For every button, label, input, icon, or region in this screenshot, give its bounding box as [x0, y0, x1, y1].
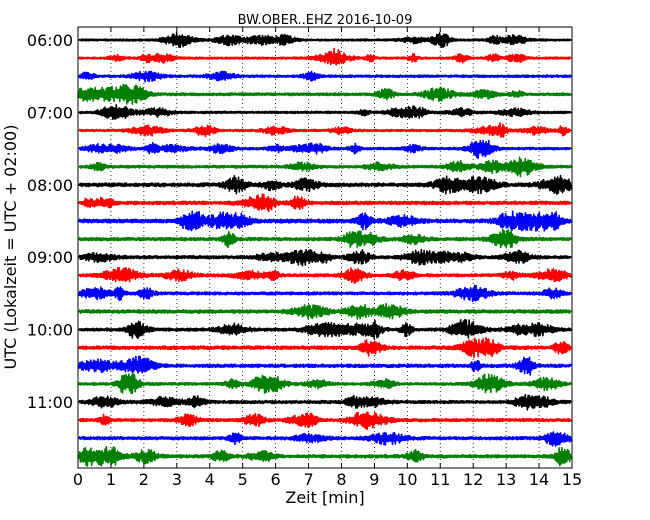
y-tick-label: 07:00 — [27, 103, 73, 122]
trace-0615 — [78, 47, 572, 66]
x-tick-label: 13 — [496, 470, 516, 489]
trace-1000 — [78, 318, 572, 340]
trace-1015 — [78, 337, 572, 359]
x-tick-label: 2 — [139, 470, 149, 489]
trace-0815 — [78, 193, 572, 213]
trace-0845 — [78, 228, 572, 249]
y-axis-ticks: 06:00 07:00 08:00 09:00 10:00 11:00 — [27, 31, 572, 412]
trace-0830 — [78, 210, 572, 232]
trace-0915 — [78, 266, 572, 285]
x-tick-label: 8 — [336, 470, 346, 489]
y-axis-label: UTC (Lokalzeit = UTC + 02:00) — [1, 125, 20, 370]
trace-1130 — [78, 431, 572, 447]
y-tick-label: 08:00 — [27, 176, 73, 195]
trace-0600 — [78, 32, 572, 49]
trace-1045 — [78, 373, 572, 395]
x-tick-label: 3 — [172, 470, 182, 489]
seismic-traces — [78, 32, 572, 467]
trace-0800 — [78, 174, 572, 195]
chart-title: BW.OBER..EHZ 2016-10-09 — [238, 13, 413, 28]
x-tick-label: 9 — [369, 470, 379, 489]
trace-0945 — [78, 302, 572, 320]
trace-0745 — [78, 156, 572, 178]
trace-0715 — [78, 122, 572, 138]
x-tick-label: 6 — [271, 470, 281, 489]
x-tick-label: 1 — [106, 470, 116, 489]
x-tick-label: 0 — [73, 470, 83, 489]
trace-1115 — [78, 411, 572, 431]
trace-0630 — [78, 70, 572, 83]
y-tick-label: 11:00 — [27, 393, 73, 412]
trace-0645 — [78, 83, 572, 105]
x-axis-label: Zeit [min] — [285, 488, 364, 507]
x-tick-label: 14 — [529, 470, 549, 489]
x-tick-label: 5 — [238, 470, 248, 489]
trace-0930 — [78, 284, 572, 303]
x-tick-label: 4 — [205, 470, 215, 489]
trace-0700 — [78, 104, 572, 120]
x-tick-label: 15 — [562, 470, 582, 489]
trace-0730 — [78, 139, 572, 160]
trace-1030 — [78, 355, 572, 376]
x-tick-label: 10 — [397, 470, 417, 489]
y-tick-label: 09:00 — [27, 248, 73, 267]
x-tick-label: 7 — [303, 470, 313, 489]
plot-frame — [77, 26, 573, 469]
y-tick-label: 10:00 — [27, 321, 73, 340]
trace-1145 — [78, 445, 572, 467]
trace-1100 — [78, 393, 572, 411]
x-axis-ticks: 0 1 2 3 4 5 6 7 8 9 10 11 12 13 14 15 — [73, 27, 582, 489]
y-tick-label: 06:00 — [27, 31, 73, 50]
trace-0900 — [78, 248, 572, 267]
x-tick-label: 11 — [430, 470, 450, 489]
x-tick-label: 12 — [463, 470, 483, 489]
